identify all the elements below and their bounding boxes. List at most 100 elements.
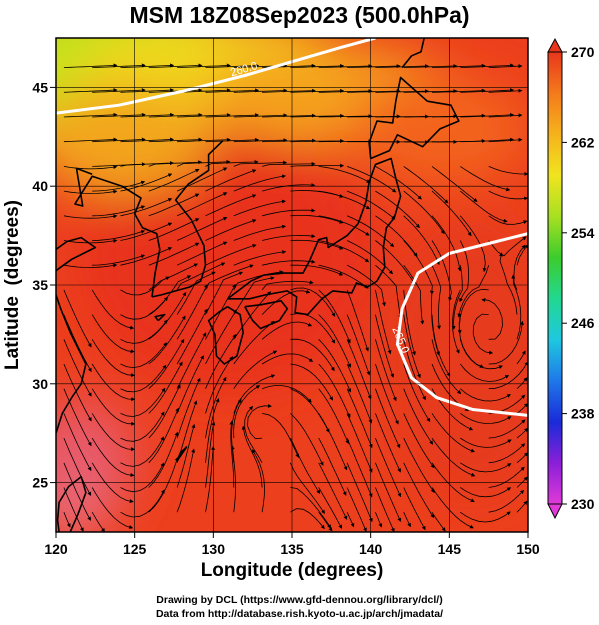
streamline [262,88,316,93]
credit-data: Data from http://database.rish.kyoto-u.a… [155,608,444,620]
streamline [205,113,260,118]
streamline [431,166,478,202]
streamline [403,487,426,531]
streamline [431,63,486,68]
streamline [403,363,431,423]
streamline [233,385,261,439]
x-tick-label: 135 [280,541,304,557]
streamline [290,462,325,514]
streamline [346,363,373,424]
colorbar-tick-label: 254 [571,225,595,241]
streamline [148,338,185,389]
streamline [262,138,316,143]
streamline [318,437,347,496]
streamline [452,289,461,354]
streamline [252,449,265,513]
colorbar-max-arrow [547,37,563,53]
streamline [63,112,118,118]
streamline [205,194,257,217]
streamline [431,339,462,395]
streamline [205,63,260,68]
streamline [460,137,514,143]
streamline [63,165,118,170]
streamline [63,63,118,68]
streamline [91,388,136,426]
streamline [403,462,435,519]
streamline [120,276,170,296]
streamline [290,287,336,317]
streamline [346,339,372,400]
colorbar-tick-label: 270 [571,44,595,60]
streamline [229,420,235,488]
streamline [233,138,288,143]
streamline [205,271,244,315]
streamline [176,262,226,291]
streamline [205,244,257,266]
streamline [346,413,373,473]
streamline [431,413,475,453]
streamline [290,413,324,466]
streamline [290,487,332,529]
streamline [290,363,334,401]
streamline [120,173,173,192]
streamline [431,88,486,93]
streamline [120,342,168,369]
streamline [120,489,165,518]
x-tick-label: 145 [438,541,462,557]
streamline [148,315,186,365]
streamline [205,333,237,389]
streamline [92,63,146,68]
streamline [63,238,118,244]
streamline [176,377,201,439]
streamline [472,313,494,355]
streamline [513,244,526,291]
streamline [63,339,92,397]
streamline [346,240,394,275]
streamline [63,363,92,422]
streamline [148,361,183,414]
streamline [63,137,118,143]
streamline [488,215,528,225]
streamline [148,112,203,118]
streamline [318,64,373,69]
streamline [176,332,207,389]
streamline [91,511,105,532]
streamline [120,411,165,442]
streamline [148,193,200,217]
streamline [318,363,351,418]
streamline [375,462,402,523]
streamline [63,462,91,521]
streamline [63,289,92,348]
streamline [375,166,422,200]
streamline [346,289,369,352]
streamline [177,63,231,68]
streamline [488,137,523,143]
streamline [430,289,440,356]
streamline [91,437,135,478]
streamline [346,190,396,220]
streamline [318,314,352,368]
streamline [205,309,237,365]
x-axis-title: Longitude (degrees) [201,560,384,581]
streamline [516,350,526,365]
streamline [63,263,118,268]
streamline [91,314,135,354]
streamline [262,208,316,217]
streamline [63,512,71,528]
credit-drawing: Drawing by DCL (https://www.gfd-dennou.o… [156,594,443,606]
streamline [177,137,231,143]
streamline [346,314,371,376]
streamline [375,413,401,473]
streamline [233,250,287,266]
streamline [346,437,373,498]
streamline [346,487,367,532]
streamline [120,63,175,68]
streamline [290,138,345,143]
y-tick-label: 40 [32,178,48,194]
streamline [261,280,314,291]
streamline [488,64,523,69]
streamline [261,385,312,403]
streamline [403,190,445,235]
streamline [233,320,275,365]
streamline [375,437,402,498]
